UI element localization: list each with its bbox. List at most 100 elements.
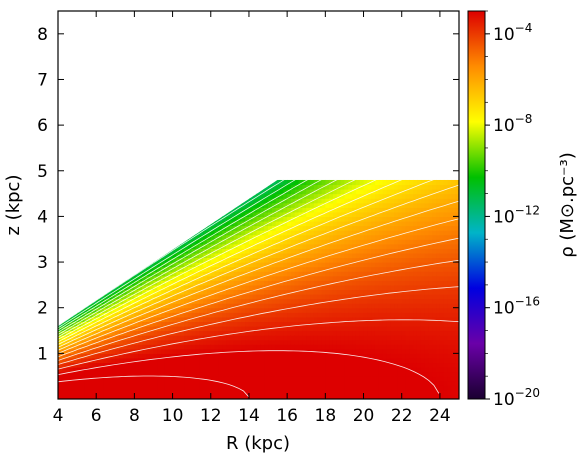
heatmap-cell: [355, 330, 361, 336]
heatmap-cell: [218, 353, 223, 359]
heatmap-cell: [355, 248, 361, 254]
heatmap-cell: [229, 262, 235, 268]
heatmap-cell: [237, 312, 242, 318]
heatmap-cell: [340, 298, 346, 304]
heatmap-cell: [390, 289, 395, 295]
heatmap-cell: [451, 252, 456, 259]
heatmap-cell: [203, 225, 208, 231]
heatmap-cell: [153, 321, 158, 327]
heatmap-cell: [275, 362, 281, 368]
heatmap-cell: [176, 298, 181, 304]
heatmap-cell: [394, 307, 399, 313]
heatmap-cell: [363, 330, 368, 336]
heatmap-cell: [416, 202, 422, 208]
heatmap-cell: [180, 275, 185, 281]
heatmap-cell: [199, 280, 204, 286]
heatmap-cell: [96, 380, 101, 386]
heatmap-cell: [348, 353, 353, 359]
heatmap-cell: [111, 325, 116, 332]
heatmap-cell: [321, 271, 326, 277]
heatmap-cell: [103, 339, 109, 345]
heatmap-cell: [420, 353, 426, 359]
heatmap-cell: [226, 294, 231, 300]
heatmap-cell: [424, 243, 430, 249]
heatmap-cell: [355, 230, 361, 236]
heatmap-cell: [336, 321, 342, 327]
heatmap-cell: [439, 316, 445, 322]
heatmap-cell: [317, 225, 323, 231]
heatmap-cell: [210, 230, 216, 236]
heatmap-cell: [329, 271, 334, 277]
heatmap-cell: [436, 252, 441, 259]
heatmap-cell: [290, 198, 296, 204]
heatmap-cell: [352, 198, 357, 204]
heatmap-cell: [424, 380, 430, 386]
heatmap-cell: [374, 257, 380, 263]
heatmap-cell: [260, 266, 265, 272]
heatmap-cell: [245, 357, 250, 364]
heatmap-cell: [332, 385, 338, 391]
heatmap-cell: [103, 348, 109, 354]
heatmap-cell: [268, 284, 273, 291]
heatmap-cell: [187, 243, 193, 249]
heatmap-cell: [336, 239, 342, 245]
heatmap-cell: [390, 348, 395, 354]
heatmap-cell: [222, 344, 227, 350]
heatmap-cell: [195, 371, 200, 377]
heatmap-cell: [386, 184, 391, 190]
heatmap-cell: [226, 216, 231, 222]
heatmap-cell: [344, 303, 349, 309]
heatmap-cell: [283, 367, 288, 373]
heatmap-cell: [203, 284, 208, 291]
heatmap-cell: [237, 239, 242, 245]
heatmap-cell: [229, 325, 235, 332]
heatmap-cell: [283, 262, 288, 268]
heatmap-cell: [306, 198, 311, 204]
heatmap-cell: [294, 262, 300, 268]
heatmap-cell: [245, 266, 250, 272]
heatmap-cell: [96, 298, 101, 304]
heatmap-cell: [321, 362, 326, 368]
heatmap-cell: [294, 353, 300, 359]
heatmap-cell: [355, 394, 361, 399]
heatmap-cell: [310, 376, 315, 382]
heatmap-cell: [164, 298, 170, 304]
heatmap-cell: [394, 179, 399, 186]
heatmap-cell: [390, 189, 395, 195]
heatmap-cell: [226, 380, 231, 386]
heatmap-cell: [325, 376, 330, 382]
heatmap-cell: [359, 211, 365, 218]
heatmap-cell: [279, 367, 284, 373]
heatmap-cell: [367, 376, 372, 382]
heatmap-cell: [428, 248, 433, 254]
heatmap-cell: [115, 344, 120, 350]
heatmap-cell: [340, 321, 346, 327]
heatmap-cell: [103, 357, 109, 364]
heatmap-cell: [313, 307, 319, 313]
heatmap-cell: [214, 225, 219, 231]
heatmap-cell: [348, 325, 353, 332]
heatmap-cell: [321, 230, 326, 236]
heatmap-cell: [352, 207, 357, 213]
heatmap-cell: [115, 284, 120, 291]
heatmap-cell: [397, 353, 403, 359]
heatmap-cell: [355, 385, 361, 391]
heatmap-cell: [397, 275, 403, 281]
heatmap-cell: [332, 389, 338, 396]
heatmap-cell: [329, 325, 334, 332]
heatmap-cell: [176, 380, 181, 386]
heatmap-cell: [363, 266, 368, 272]
heatmap-cell: [413, 248, 418, 254]
heatmap-cell: [348, 280, 353, 286]
heatmap-cell: [69, 325, 74, 332]
heatmap-cell: [172, 394, 177, 399]
heatmap-cell: [237, 280, 242, 286]
heatmap-cell: [416, 280, 422, 286]
heatmap-cell: [88, 380, 93, 386]
heatmap-cell: [172, 367, 177, 373]
heatmap-cell: [420, 312, 426, 318]
heatmap-cell: [443, 312, 449, 318]
heatmap-cell: [390, 312, 395, 318]
heatmap-cell: [210, 380, 216, 386]
heatmap-cell: [302, 193, 307, 199]
